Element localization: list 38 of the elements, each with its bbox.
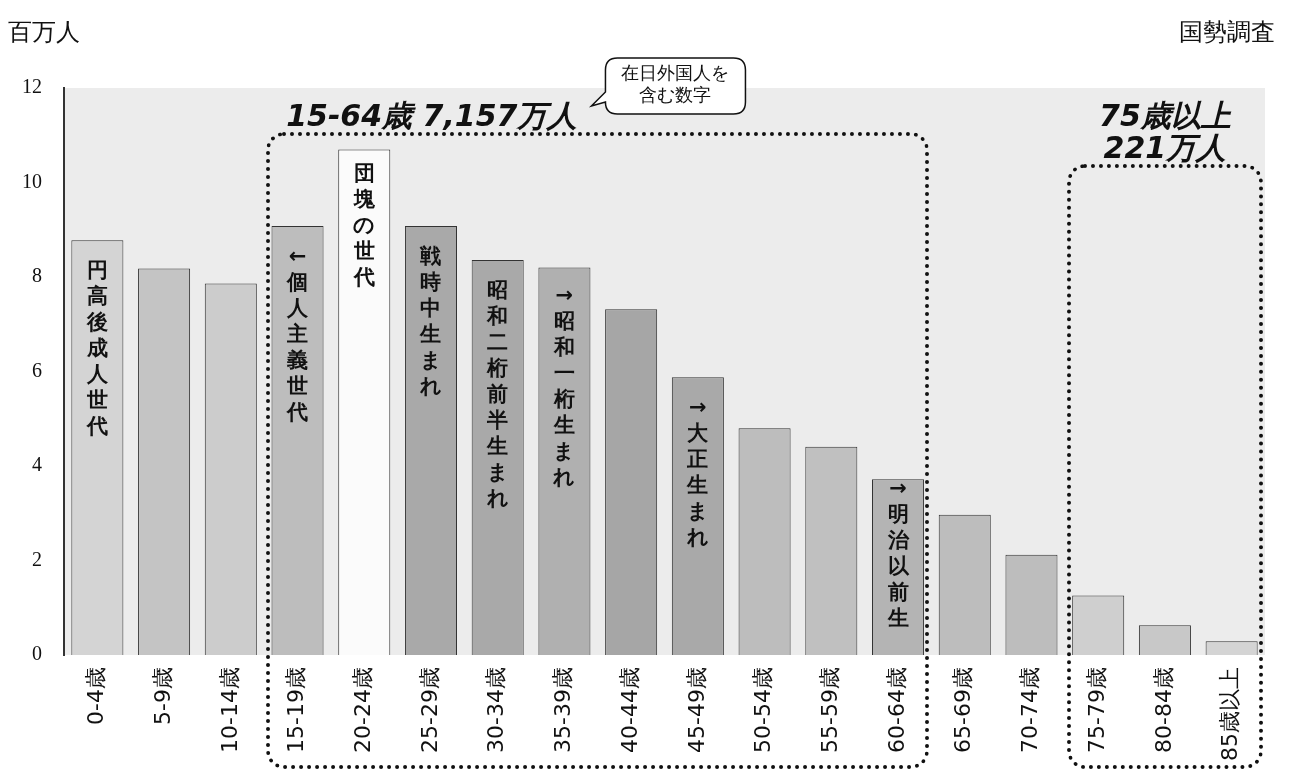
x-tick-label: 65-69歳 bbox=[950, 667, 976, 753]
x-tick-label: 55-59歳 bbox=[817, 667, 843, 753]
annotation: ←個人主義世代 bbox=[286, 244, 310, 425]
annotation: 戦時中生まれ bbox=[418, 244, 442, 399]
text: 国勢調査 bbox=[1179, 17, 1275, 48]
x-tick-label: 50-54歳 bbox=[750, 667, 776, 753]
y-tick-label: 0 bbox=[32, 642, 42, 665]
x-tick-label: 20-24歳 bbox=[349, 667, 375, 753]
x-tick-label: 75-79歳 bbox=[1083, 667, 1109, 753]
y-tick-label: 2 bbox=[32, 547, 42, 570]
y-axis-title: 百万人 bbox=[8, 17, 80, 48]
text: 昭和二桁前半生まれ bbox=[486, 278, 509, 511]
annotation: 在日外国人を含む数字 bbox=[621, 61, 730, 105]
x-tick-label: 80-84歳 bbox=[1150, 667, 1176, 753]
x-tick-label: 40-44歳 bbox=[616, 667, 642, 753]
annotation: 円高後成人世代 bbox=[85, 258, 109, 439]
y-tick-label: 10 bbox=[22, 169, 42, 192]
x-tick-label: 10-14歳 bbox=[216, 667, 242, 753]
annotation: 団塊の世代 bbox=[352, 160, 376, 289]
x-tick-label: 85歳以上 bbox=[1217, 667, 1243, 762]
y-tick-label: 6 bbox=[32, 358, 42, 381]
annotation: →大正生まれ bbox=[685, 395, 710, 550]
x-tick-label: 45-49歳 bbox=[683, 667, 709, 753]
y-tick-label: 8 bbox=[32, 264, 42, 287]
annotation: →昭和一桁生まれ bbox=[552, 283, 576, 490]
x-tick-label: 35-39歳 bbox=[550, 667, 576, 753]
x-tick-label: 25-29歳 bbox=[416, 667, 442, 753]
y-tick-label: 12 bbox=[22, 75, 42, 98]
x-tick-label: 15-19歳 bbox=[283, 667, 309, 753]
x-tick-label: 70-74歳 bbox=[1017, 667, 1043, 753]
annotation: 15-64歳 7,157万人 bbox=[286, 98, 578, 133]
x-tick-label: 0-4歳 bbox=[83, 667, 109, 725]
x-tick-label: 60-64歳 bbox=[883, 667, 909, 753]
y-tick-label: 4 bbox=[32, 453, 42, 476]
annotation: 75歳以上 221万人 bbox=[1099, 98, 1232, 165]
x-tick-label: 5-9歳 bbox=[149, 667, 175, 725]
x-tick-label: 30-34歳 bbox=[483, 667, 509, 753]
annotation: →明治以前生 bbox=[886, 476, 910, 631]
